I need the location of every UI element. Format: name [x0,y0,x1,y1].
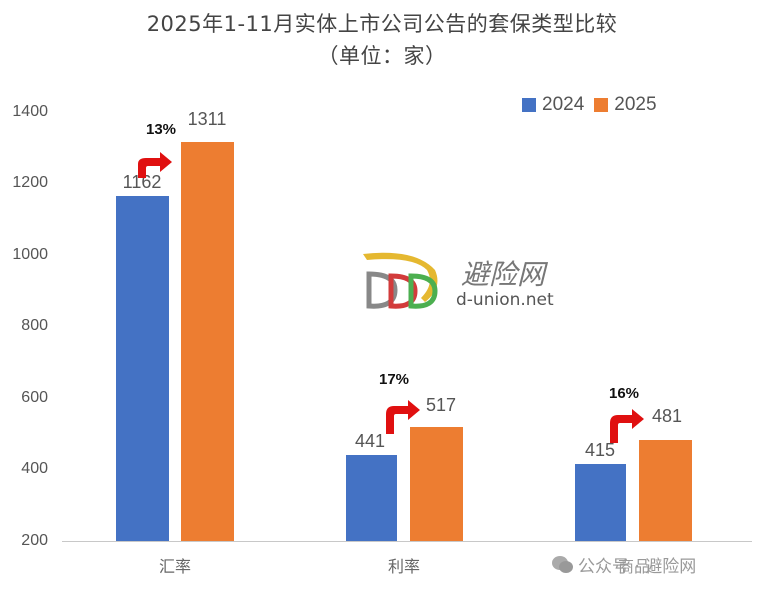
category-label-ir: 利率 [387,557,420,576]
watermark-url: d-union.net [456,290,554,310]
bar-2024-cm [575,464,626,541]
value-2024-ir: 441 [354,431,386,451]
bar-2025-fx [181,142,234,541]
y-tick: 1000 [12,246,48,263]
y-tick: 800 [21,317,48,334]
wechat-icon [552,555,573,573]
chart-title: 2025年1-11月实体上市公司公告的套保类型比较 [146,12,618,36]
value-2025-fx: 1311 [187,109,227,129]
legend-swatch-2025 [594,98,609,112]
legend-swatch-2024 [522,98,536,112]
growth-ir: 17% [379,371,410,388]
x-axis-line [62,541,752,542]
growth-arrow-icon [610,409,644,443]
growth-arrow-icon [386,400,420,434]
bar-2024-fx [116,196,169,541]
y-tick: 1400 [12,103,48,120]
bar-2024-ir [346,455,397,541]
y-tick: 1200 [12,174,48,191]
wechat-watermark-text: 公众号 · 避险网 [578,557,697,577]
growth-arrow-icon [138,152,172,178]
y-tick: 400 [21,460,48,477]
d-union-logo-icon [363,252,438,309]
legend-label-2025: 2025 [614,94,657,115]
y-tick: 600 [21,389,48,406]
watermark-cn: 避险网 [461,258,546,291]
category-label-cm: 商品 [617,557,650,576]
bar-2025-cm [639,440,692,541]
chart-subtitle: （单位：家） [317,44,447,68]
value-2025-cm: 481 [651,406,683,426]
growth-fx: 13% [146,121,177,138]
wechat-watermark: 公众号 · 避险网 [552,552,696,577]
y-tick: 200 [21,532,48,549]
legend: 2024 2025 [522,94,657,116]
category-label-fx: 汇率 [158,557,191,576]
value-2024-cm: 415 [584,440,616,460]
bar-2025-ir [410,427,463,541]
legend-label-2024: 2024 [542,94,585,115]
growth-cm: 16% [609,385,640,402]
value-2024-fx: 1162 [122,172,162,192]
value-2025-ir: 517 [425,395,457,415]
